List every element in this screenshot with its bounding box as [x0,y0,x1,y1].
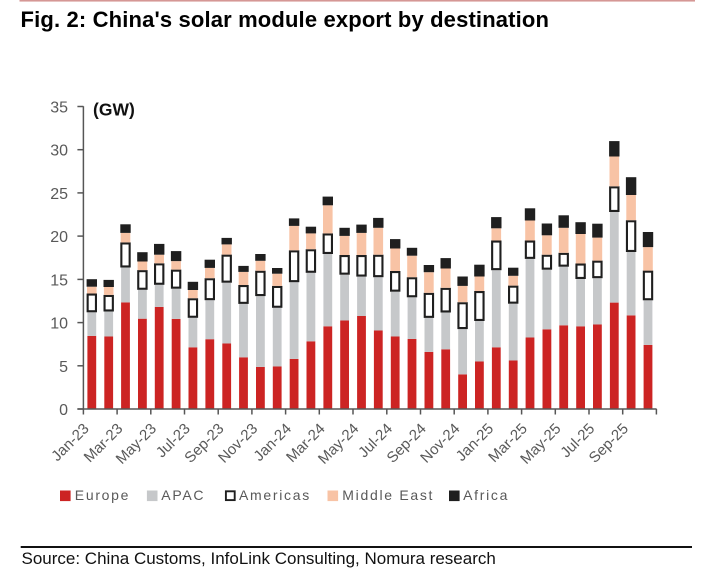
svg-text:(GW): (GW) [93,100,135,120]
svg-text:30: 30 [50,143,68,160]
svg-text:0: 0 [59,402,68,419]
svg-text:5: 5 [59,359,68,376]
svg-text:Americas: Americas [239,487,311,503]
svg-text:10: 10 [50,316,68,333]
svg-text:APAC: APAC [161,487,205,503]
svg-text:15: 15 [50,272,68,289]
svg-text:Fig. 2: China's solar module e: Fig. 2: China's solar module export by d… [21,7,550,32]
svg-text:Africa: Africa [463,487,509,503]
svg-text:Europe: Europe [75,487,130,503]
svg-text:Source: China Customs, InfoLin: Source: China Customs, InfoLink Consulti… [22,549,496,568]
svg-text:25: 25 [50,186,68,203]
svg-text:35: 35 [50,100,68,117]
svg-text:Middle East: Middle East [342,487,434,503]
svg-text:20: 20 [50,229,68,246]
